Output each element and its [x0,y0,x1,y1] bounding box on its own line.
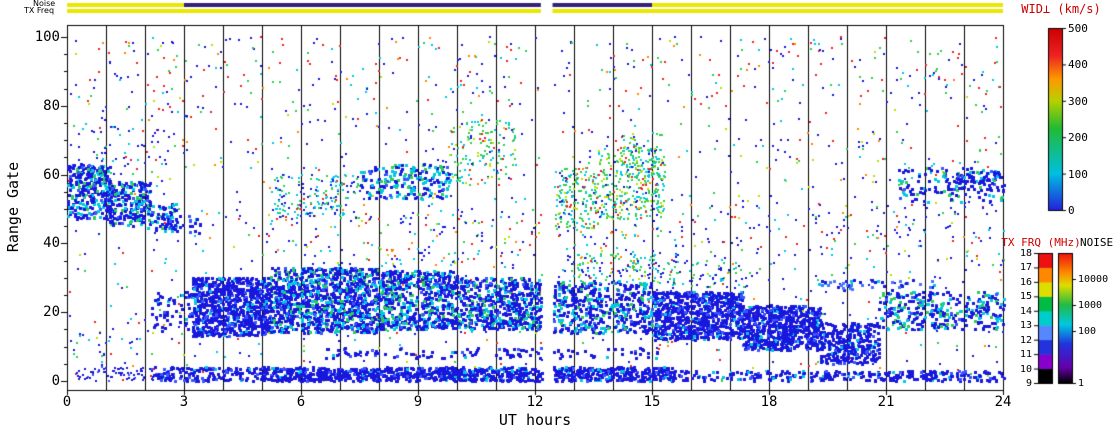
txfrq-tick-label: 10 [1019,363,1032,375]
txfrq-tick-label: 14 [1019,305,1032,317]
noise-tick-label: 10000 [1078,274,1109,285]
txfrq-tick-label: 16 [1019,276,1032,288]
txfrq-tick-label: 13 [1019,320,1032,332]
txfrq-tick-label: 11 [1019,349,1032,361]
txfrq-tick-label: 12 [1019,334,1032,346]
x-axis-label: UT hours [498,411,572,429]
wid-tick-label: 300 [1068,94,1088,108]
txfreq-strip-label: TX Freq [24,6,55,15]
noise-tick-label: 1000 [1078,300,1103,311]
wid-colorbar-title: WID⊥ (km/s) [1021,2,1101,16]
wid-tick-label: 100 [1068,167,1088,181]
txfrq-tick-label: 9 [1025,378,1032,389]
x-tick-label: 0 [62,394,72,410]
txfrq-tick-label: 15 [1019,291,1032,303]
x-tick-label: 24 [994,394,1012,410]
x-tick-label: 21 [877,394,895,410]
noise-colorbar-title: NOISE [1080,236,1114,249]
x-tick-label: 6 [296,394,306,410]
wid-tick-label: 0 [1068,204,1075,217]
x-tick-label: 3 [179,394,189,410]
y-tick-label: 80 [43,97,60,114]
y-tick-label: 0 [51,373,60,389]
y-tick-label: 100 [34,29,60,45]
y-tick-label: 20 [43,304,60,321]
wid-tick-label: 200 [1068,131,1088,145]
noise-tick-label: 100 [1078,326,1097,337]
y-tick-label: 40 [43,235,60,252]
wid-tick-label: 500 [1068,22,1088,35]
txfrq-colorbar-title: TX FRQ (MHz) [1001,236,1081,249]
noise-strip-label: Noise [33,0,56,8]
txfrq-tick-label: 17 [1019,262,1032,274]
y-tick-label: 60 [43,166,60,183]
x-tick-label: 15 [643,394,661,410]
wid-tick-label: 400 [1068,58,1088,72]
y-axis-label: Range Gate [4,161,22,253]
x-tick-label: 12 [526,394,544,410]
x-tick-label: 18 [760,394,778,410]
txfrq-tick-label: 18 [1019,248,1032,259]
noise-tick-label: 1 [1078,378,1085,389]
x-tick-label: 9 [413,394,423,410]
